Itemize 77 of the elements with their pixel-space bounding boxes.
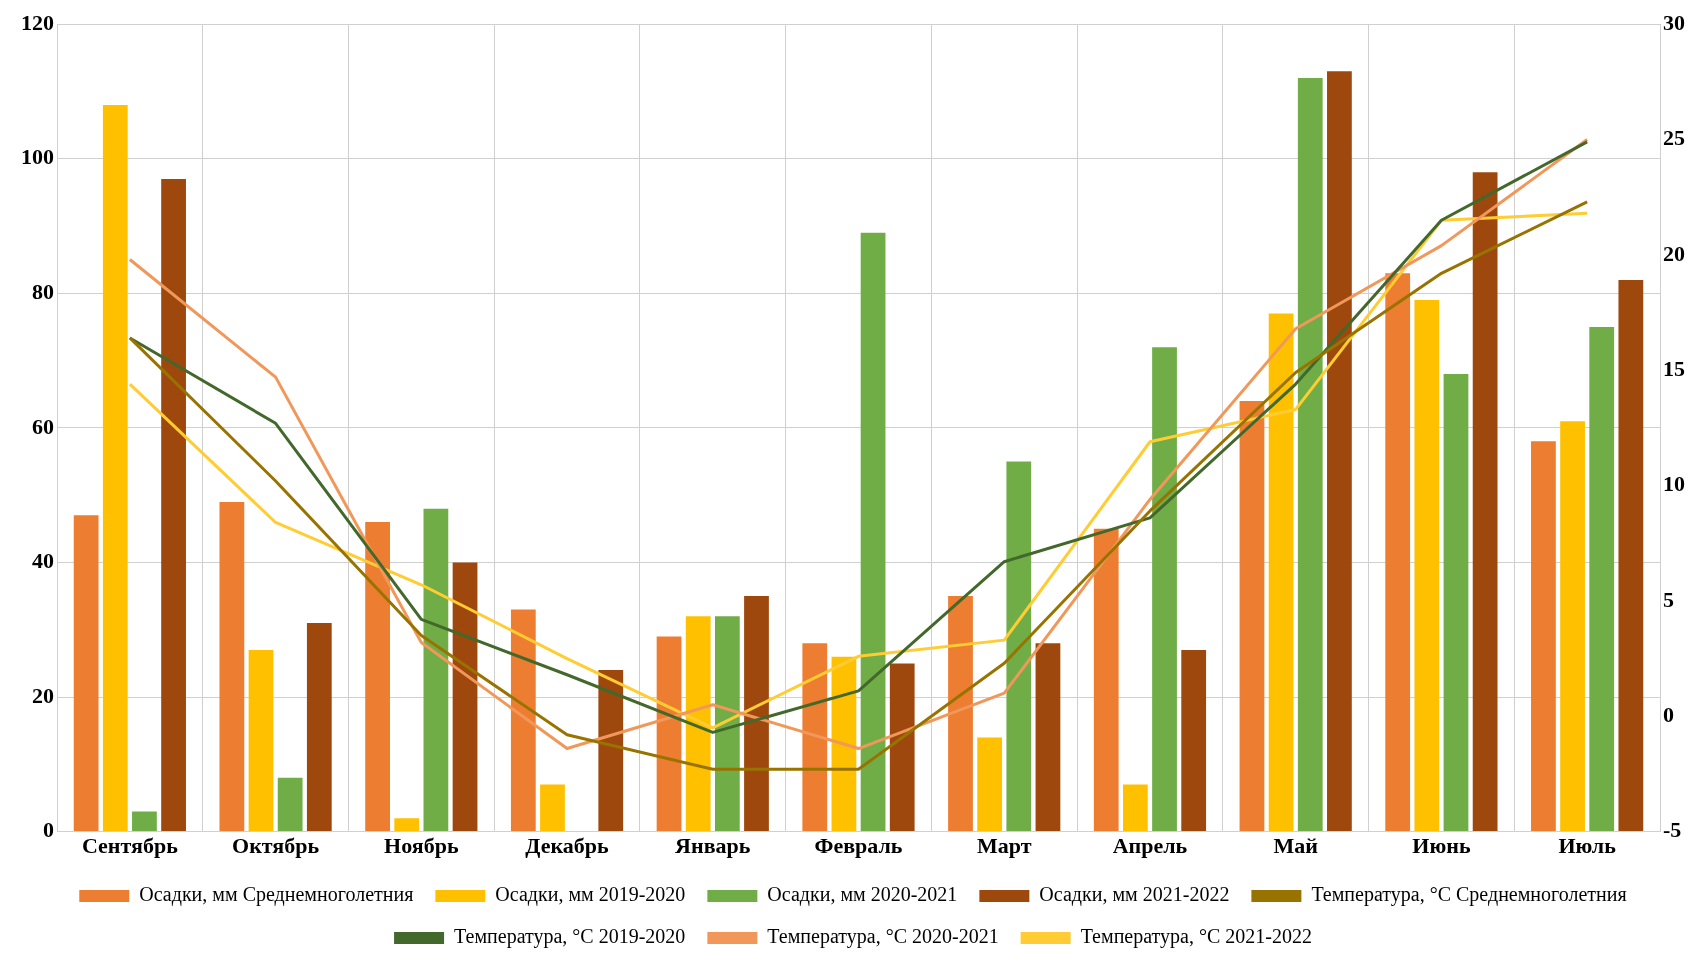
bar xyxy=(1385,273,1411,832)
bar xyxy=(161,178,186,832)
bar xyxy=(1472,172,1498,832)
y2-tick-label: 10 xyxy=(1663,471,1685,497)
bar xyxy=(977,737,1003,832)
bar xyxy=(277,777,303,832)
bar xyxy=(510,609,536,832)
bar xyxy=(831,656,857,832)
legend-label: Температура, °С 2021-2022 xyxy=(1080,925,1312,949)
bar xyxy=(423,508,449,832)
legend-label: Температура, °С Среднемноголетния xyxy=(1311,883,1627,907)
legend-label: Температура, °С 2020-2021 xyxy=(767,925,999,949)
bar xyxy=(394,818,420,832)
legend-label: Осадки, мм Среднемноголетния xyxy=(139,883,414,907)
x-tick-label: Март xyxy=(976,833,1032,859)
y-tick-label: 80 xyxy=(32,279,54,305)
y-tick-label: 40 xyxy=(32,548,54,574)
bar xyxy=(73,515,99,832)
bar xyxy=(860,232,886,832)
y2-tick-label: 30 xyxy=(1663,9,1685,35)
bar xyxy=(598,670,624,832)
bar xyxy=(1268,313,1294,832)
x-tick-label: Май xyxy=(1273,833,1319,859)
bar xyxy=(714,616,740,832)
bar xyxy=(1531,441,1556,832)
bar xyxy=(248,649,274,832)
bar xyxy=(685,616,711,832)
bar xyxy=(1006,461,1032,832)
bar xyxy=(365,522,390,832)
bar xyxy=(452,562,478,832)
bar xyxy=(1297,78,1323,832)
bar xyxy=(1618,279,1644,832)
bar xyxy=(1152,347,1177,832)
bar xyxy=(132,811,157,832)
bar xyxy=(540,784,565,832)
y-tick-label: 60 xyxy=(32,413,54,439)
bar xyxy=(1414,300,1440,832)
x-tick-label: Январь xyxy=(675,833,751,859)
bar xyxy=(656,636,682,832)
bar xyxy=(889,663,915,832)
bar xyxy=(1122,784,1148,832)
x-tick-label: Сентябрь xyxy=(81,833,179,859)
legend-label: Осадки, мм 2019-2020 xyxy=(495,883,686,907)
y2-tick-label: 0 xyxy=(1663,701,1674,727)
x-tick-label: Июль xyxy=(1558,833,1617,859)
y2-tick-label: 15 xyxy=(1663,355,1685,381)
y2-tick-label: 20 xyxy=(1663,240,1685,266)
bar xyxy=(802,643,828,832)
bar xyxy=(948,596,973,832)
x-tick-label: Октябрь xyxy=(232,833,320,859)
legend-label: Температура, °С 2019-2020 xyxy=(454,925,686,949)
legend-label: Осадки, мм 2020-2021 xyxy=(767,883,958,907)
y2-tick-label: 25 xyxy=(1663,125,1685,151)
bar xyxy=(1443,374,1469,832)
x-tick-label: Февраль xyxy=(814,833,903,859)
bar xyxy=(306,623,332,832)
legend-label: Осадки, мм 2021-2022 xyxy=(1039,883,1230,907)
y2-tick-label: -5 xyxy=(1663,817,1682,843)
x-tick-label: Ноябрь xyxy=(384,833,459,859)
bar xyxy=(219,501,245,832)
x-tick-label: Апрель xyxy=(1112,833,1188,859)
bar xyxy=(1181,649,1207,832)
y-tick-label: 20 xyxy=(32,682,54,708)
bar xyxy=(744,596,769,832)
y-tick-label: 120 xyxy=(21,9,54,35)
bar xyxy=(1239,400,1265,832)
bar xyxy=(1327,71,1352,832)
bar xyxy=(1589,326,1615,832)
y-tick-label: 0 xyxy=(43,817,54,843)
bar xyxy=(1093,528,1119,832)
x-tick-label: Июнь xyxy=(1412,833,1471,859)
y2-tick-label: 5 xyxy=(1663,586,1674,612)
bar xyxy=(1560,421,1585,832)
x-tick-label: Декабрь xyxy=(525,833,610,859)
bar xyxy=(1035,643,1061,832)
bar xyxy=(102,104,128,832)
y-tick-label: 100 xyxy=(21,144,54,170)
